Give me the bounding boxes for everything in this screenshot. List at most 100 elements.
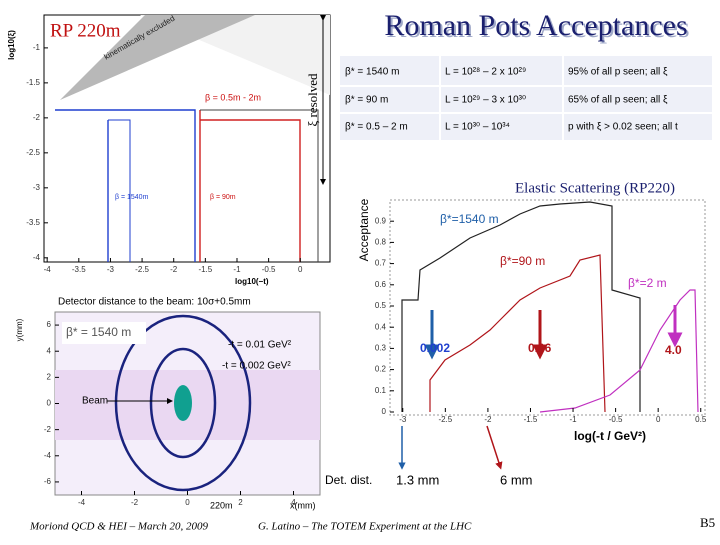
- arrow-label: 4.0: [665, 343, 682, 357]
- y-tick-label: -1: [33, 43, 41, 52]
- table-cell: β* = 90 m: [345, 95, 388, 106]
- x-tick-label: -4: [78, 498, 86, 507]
- arrow: [486, 425, 503, 470]
- y-tick-label: 6: [47, 320, 52, 329]
- bracket-label: ξ resolved: [305, 73, 320, 127]
- x-tick-label: -0.5: [262, 265, 276, 274]
- x-tick-label: -4: [44, 265, 52, 274]
- table-cell: β* = 1540 m: [345, 67, 399, 78]
- t-label: -t = 0.002 GeV²: [222, 361, 291, 372]
- t-label: -t = 0.01 GeV²: [228, 340, 292, 351]
- y-tick-label: 0.5: [375, 301, 387, 310]
- y-tick-label: -2: [44, 425, 52, 434]
- y-tick-label: 2: [47, 372, 52, 381]
- series-label: β*=2 m: [628, 276, 667, 290]
- curve: [108, 119, 131, 262]
- footer-center: G. Latino – The TOTEM Experiment at the …: [258, 521, 472, 533]
- x-tick-label: -2: [131, 498, 139, 507]
- y-tick-label: -2.5: [26, 148, 40, 157]
- title-shadow: Roman Pots Acceptances: [386, 11, 689, 44]
- y-tick-label: 0.2: [375, 365, 387, 374]
- y-tick-label: 0: [382, 407, 387, 416]
- y-tick-label: 0.9: [375, 216, 387, 225]
- title: Roman Pots Acceptances: [384, 9, 687, 42]
- det-value: 6 mm: [500, 472, 533, 487]
- table-cell: 65% of all p seen; all ξ: [568, 95, 668, 106]
- page-number: B5: [700, 515, 715, 530]
- label-box: [62, 322, 146, 344]
- table-cell: p with ξ > 0.02 seen; all t: [568, 122, 678, 133]
- x-tick-label: -3.5: [72, 265, 86, 274]
- rp-label: RP 220m: [50, 20, 121, 41]
- x-tick-label: 2: [238, 498, 243, 507]
- table-bg: [340, 56, 712, 140]
- axis-label: y(mm): [15, 318, 24, 341]
- arrow-label: 0.002: [420, 341, 450, 355]
- y-tick-label: 0.7: [375, 259, 387, 268]
- axis-label: Acceptance: [357, 198, 371, 261]
- axis-label: log10(−t): [235, 277, 269, 286]
- elastic-plot: Elastic Scattering (RP220) β*=1540 m β*=…: [325, 180, 706, 487]
- det-value: 1.3 mm: [396, 472, 439, 487]
- excluded-area: [60, 15, 255, 100]
- y-tick-label: 0.4: [375, 322, 387, 331]
- y-tick-label: -3: [33, 183, 41, 192]
- curve: [200, 109, 319, 262]
- axis-label: log(-t / GeV²): [574, 429, 646, 443]
- x-tick-label: -2: [484, 415, 492, 424]
- caption: Detector distance to the beam: 10σ+0.5mm: [58, 297, 251, 308]
- y-tick-label: -2: [33, 113, 41, 122]
- curve-90: [429, 254, 606, 413]
- x-tick-label: -2.5: [438, 415, 452, 424]
- axis-label: log10(ξ): [7, 30, 16, 60]
- x-tick-label: -3: [399, 415, 407, 424]
- y-tick-label: -6: [44, 477, 52, 486]
- axis-label: 220m: [210, 500, 233, 510]
- x-tick-label: -2: [170, 265, 178, 274]
- axis-label: x(mm): [290, 500, 316, 510]
- arrow-label: 0.06: [528, 341, 552, 355]
- table-cell: β* = 0.5 – 2 m: [345, 122, 408, 133]
- y-tick-label: 4: [47, 346, 52, 355]
- contour: [149, 347, 217, 459]
- table-cell: L = 10²⁹ – 3 x 10³⁰: [445, 95, 526, 106]
- curve: [199, 110, 301, 262]
- y-tick-label: -3.5: [26, 218, 40, 227]
- x-tick-label: 0.5: [695, 415, 707, 424]
- chart-title: Elastic Scattering (RP220): [515, 180, 675, 196]
- y-tick-label: -4: [44, 451, 52, 460]
- y-tick-label: 0.6: [375, 280, 387, 289]
- y-tick-label: 0.8: [375, 238, 387, 247]
- table: [340, 56, 712, 140]
- x-tick-label: -1: [569, 415, 577, 424]
- contour: [114, 314, 252, 492]
- curve: [55, 109, 196, 262]
- x-tick-label: -1: [233, 265, 241, 274]
- footer-left: Moriond QCD & HEI – March 20, 2009: [29, 521, 209, 533]
- annotation: β = 1540m: [115, 194, 149, 201]
- x-tick-label: 0: [298, 265, 303, 274]
- beam-label: Beam: [82, 396, 108, 407]
- annotation: β = 0.5m - 2m: [205, 92, 261, 102]
- table-cell: 95% of all p seen; all ξ: [568, 67, 668, 78]
- beam-spot: [174, 385, 192, 421]
- x-tick-label: -3: [107, 265, 115, 274]
- x-tick-label: -2.5: [135, 265, 149, 274]
- x-tick-label: 0: [656, 415, 661, 424]
- y-tick-label: 0: [47, 399, 52, 408]
- series-label: β*=90 m: [500, 254, 545, 268]
- x-tick-label: -0.5: [609, 415, 623, 424]
- curve-2: [539, 289, 699, 413]
- x-tick-label: 4: [291, 498, 296, 507]
- x-tick-label: -1.5: [524, 415, 538, 424]
- x-tick-label: -1.5: [198, 265, 212, 274]
- table-cell: L = 10²⁸ – 2 x 10²⁹: [445, 67, 526, 78]
- x-tick-label: 0: [185, 498, 190, 507]
- det-label: Det. dist.: [325, 473, 372, 487]
- y-tick-label: 0.1: [375, 386, 387, 395]
- beam-plot: β* = 1540 m -t = 0.01 GeV² -t = 0.002 Ge…: [15, 311, 321, 510]
- curve-1540: [401, 201, 641, 412]
- acceptance-map: kinematically excluded β = 0.5m - 2m β =…: [7, 14, 331, 286]
- y-tick-label: -4: [33, 253, 41, 262]
